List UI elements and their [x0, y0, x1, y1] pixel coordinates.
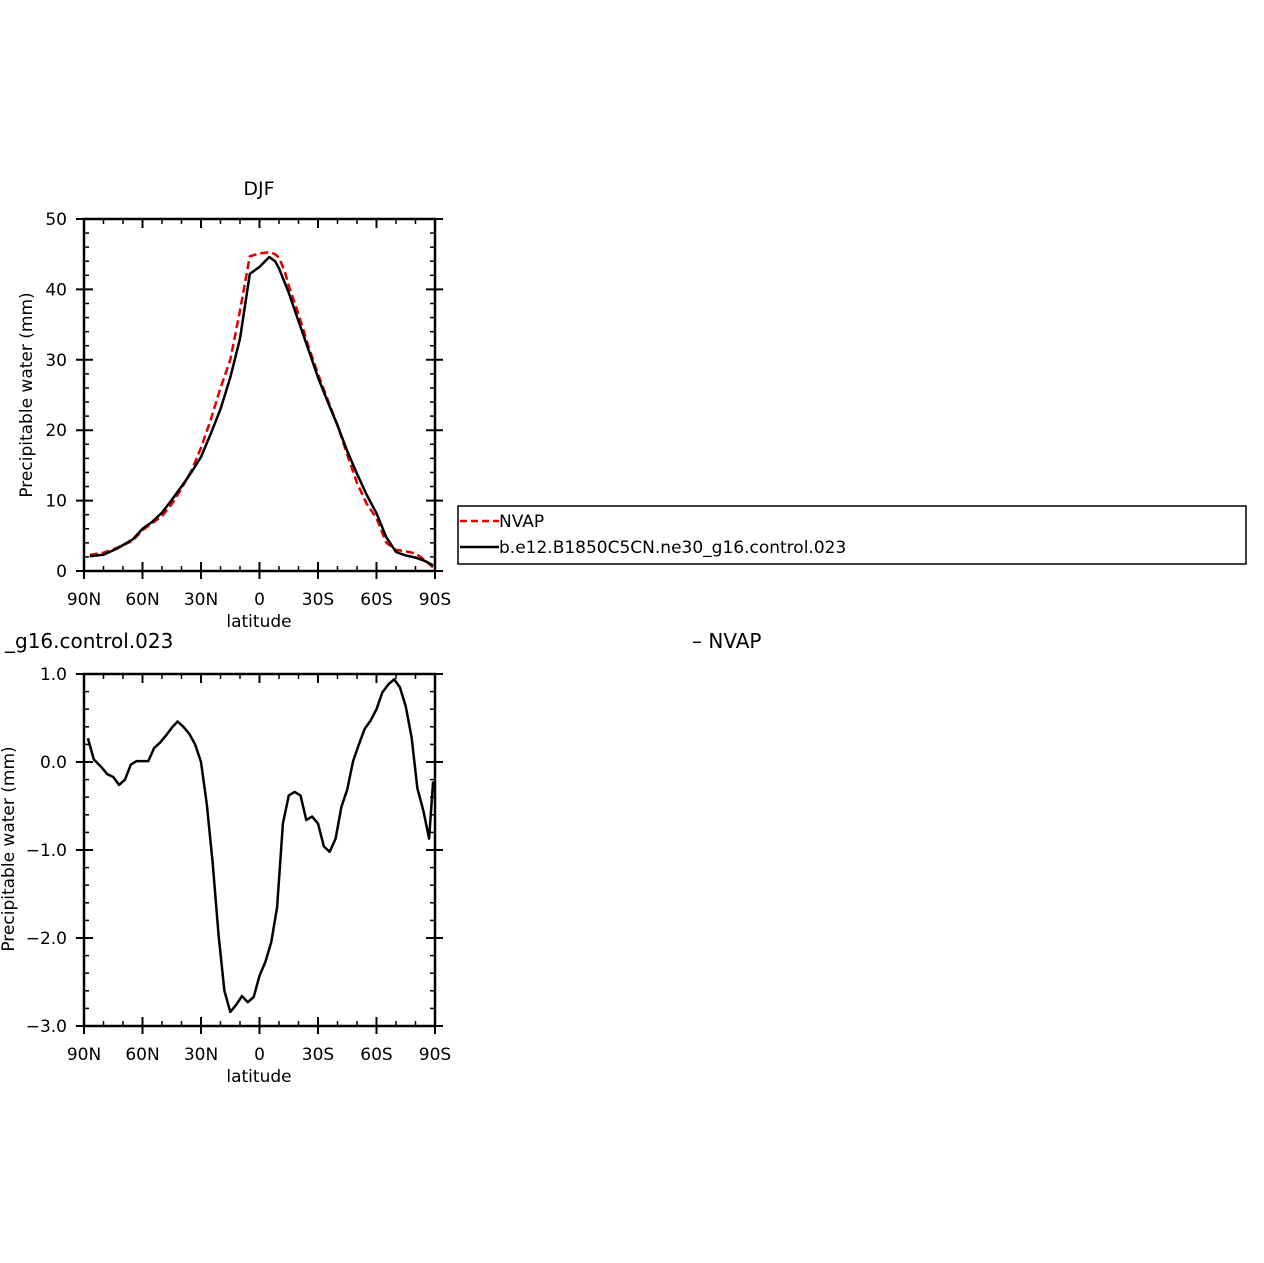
x-axis-label: latitude	[226, 1067, 291, 1087]
series-line-panel2	[86, 678, 435, 1014]
y-tick-label: 10	[45, 492, 67, 512]
x-tick-label: 30S	[302, 1045, 334, 1065]
x-tick-label: 90N	[67, 1045, 101, 1065]
y-tick-label: 0	[56, 562, 67, 582]
x-tick-label: 60N	[125, 1045, 159, 1065]
x-tick-label: 90N	[67, 590, 101, 610]
y-axis-label: Precipitable water (mm)	[17, 292, 37, 497]
x-tick-label: 60S	[360, 1045, 392, 1065]
panel-title-right: – NVAP	[692, 629, 761, 653]
series-line-nvap	[89, 250, 434, 569]
x-tick-label: 60S	[360, 590, 392, 610]
legend-label-nvap: NVAP	[499, 512, 544, 532]
x-tick-label: 30S	[302, 590, 334, 610]
y-tick-label: 30	[45, 351, 67, 371]
x-tick-label: 0	[254, 590, 265, 610]
panel-title-left: _g16.control.023	[4, 629, 173, 653]
series-line-b-e12-b1850c5cn-ne30-g16-control-023	[89, 255, 434, 567]
y-tick-label: −3.0	[26, 1017, 67, 1037]
legend-label-model: b.e12.B1850C5CN.ne30_g16.control.023	[499, 538, 846, 558]
y-tick-label: 50	[45, 210, 67, 230]
djf-panel: DJF latitude Precipitable water (mm) 90N…	[17, 178, 451, 632]
y-axis-label: Precipitable water (mm)	[0, 746, 19, 951]
y-tick-label: −2.0	[26, 929, 67, 949]
plot-frame	[82, 217, 437, 573]
x-tick-label: 90S	[419, 1045, 451, 1065]
legend-frame	[457, 505, 1247, 565]
y-tick-label: 0.0	[40, 753, 67, 773]
y-tick-label: −1.0	[26, 841, 67, 861]
x-tick-label: 0	[254, 1045, 265, 1065]
x-axis-label: latitude	[226, 612, 291, 632]
y-tick-label: 20	[45, 421, 67, 441]
chart-title: DJF	[243, 178, 274, 200]
x-tick-label: 90S	[419, 590, 451, 610]
y-tick-label: 40	[45, 280, 67, 300]
x-tick-label: 60N	[125, 590, 159, 610]
difference-panel: _g16.control.023 – NVAP latitude Precipi…	[0, 629, 761, 1087]
x-tick-label: 30N	[184, 1045, 218, 1065]
x-tick-label: 30N	[184, 590, 218, 610]
y-tick-label: 1.0	[40, 665, 67, 685]
legend: NVAP b.e12.B1850C5CN.ne30_g16.control.02…	[457, 505, 1247, 565]
